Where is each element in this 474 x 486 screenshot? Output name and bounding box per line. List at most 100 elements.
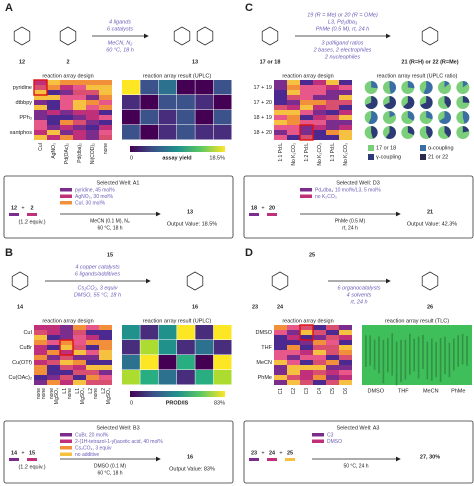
design-cell xyxy=(73,370,86,375)
result-cell xyxy=(122,340,140,355)
condition: DMSO (0.1 M) xyxy=(94,463,127,469)
structure xyxy=(173,26,191,46)
compound-label: 2 xyxy=(66,59,69,65)
design-cell xyxy=(287,95,300,100)
design-cell xyxy=(34,360,47,365)
result-cell xyxy=(122,80,140,95)
design-cell xyxy=(60,340,73,345)
design-cell xyxy=(73,365,86,370)
design-cell xyxy=(300,120,313,125)
box-title: Selected Well: B3 xyxy=(96,425,139,431)
condition: 60 °C, 18 h xyxy=(97,225,122,231)
row-label: pyridine xyxy=(13,85,32,91)
result-cell xyxy=(213,125,232,140)
condition: 19 (R = Me) or 20 (R = OMe) xyxy=(307,12,378,18)
design-cell xyxy=(34,80,47,85)
result-cell xyxy=(213,370,232,385)
design-cell xyxy=(274,335,287,340)
tlc-lane xyxy=(466,335,468,366)
result-cell xyxy=(195,95,214,110)
design-cell xyxy=(300,365,313,370)
product: 21 xyxy=(427,209,433,215)
design-cell xyxy=(99,90,112,95)
design-cell xyxy=(34,95,47,100)
pie-slice xyxy=(365,96,378,109)
condition: Cs₂CO₃, 3 equiv xyxy=(77,285,118,291)
result-cell xyxy=(140,125,159,140)
design-cell xyxy=(287,125,300,130)
compound-label: 24 xyxy=(269,450,276,456)
design-cell xyxy=(313,355,326,360)
design-cell xyxy=(60,365,73,370)
design-cell xyxy=(47,95,60,100)
pie-slice xyxy=(426,126,433,139)
design-cell xyxy=(300,340,313,345)
tlc-lane xyxy=(457,335,459,367)
column-label: C3 xyxy=(304,388,310,395)
result-cell xyxy=(122,370,140,385)
design-cell xyxy=(60,85,73,90)
design-cell xyxy=(86,345,99,350)
section-title: reaction array design xyxy=(282,73,333,79)
design-cell xyxy=(73,355,86,360)
design-cell xyxy=(339,125,352,130)
design-cell xyxy=(274,375,287,380)
design-cell xyxy=(300,360,313,365)
legend-swatch xyxy=(368,145,374,151)
design-cell xyxy=(99,95,112,100)
design-cell xyxy=(300,105,313,110)
design-cell xyxy=(34,90,47,95)
result-cell xyxy=(195,355,214,370)
pie-slice xyxy=(371,81,378,89)
result-cell xyxy=(158,125,177,140)
result-cell xyxy=(195,110,214,125)
structure xyxy=(59,26,77,46)
column-label: No K₂CO₃ xyxy=(343,143,349,166)
design-cell xyxy=(326,110,339,115)
design-cell xyxy=(86,335,99,340)
design-cell xyxy=(287,85,300,90)
selected-well xyxy=(33,79,48,96)
result-cell xyxy=(177,340,195,355)
result-cell xyxy=(195,325,214,340)
structure xyxy=(421,26,439,46)
design-cell xyxy=(313,340,326,345)
design-cell xyxy=(60,330,73,335)
design-cell xyxy=(34,325,47,330)
pie-slice xyxy=(444,96,451,108)
row-label: DMSO xyxy=(256,330,273,336)
design-cell xyxy=(287,105,300,110)
reagent: no additive xyxy=(75,452,99,458)
design-cell xyxy=(300,325,313,330)
reagent-swatch xyxy=(60,439,72,443)
condition: L3, Pd₂dba₃ xyxy=(328,19,358,25)
condition: 6 organocatalysts xyxy=(337,285,380,291)
design-cell xyxy=(300,330,313,335)
design-cell xyxy=(47,100,60,105)
design-cell xyxy=(99,130,112,135)
column-label: none xyxy=(36,388,42,399)
design-cell xyxy=(326,95,339,100)
design-cell xyxy=(287,130,300,135)
design-cell xyxy=(274,100,287,105)
reagent-swatch xyxy=(60,433,72,437)
design-cell xyxy=(60,355,73,360)
design-cell xyxy=(274,355,287,360)
design-cell xyxy=(47,115,60,120)
design-cell xyxy=(339,90,352,95)
design-cell xyxy=(300,135,313,140)
design-cell xyxy=(34,85,47,90)
result-cell xyxy=(122,110,140,125)
selection-box xyxy=(3,175,234,239)
legend-swatch xyxy=(420,145,426,151)
column-label: none xyxy=(103,143,109,154)
design-cell xyxy=(34,355,47,360)
reagent-bar xyxy=(27,213,37,216)
reagent-bar xyxy=(285,458,295,461)
design-cell xyxy=(300,125,313,130)
design-cell xyxy=(73,350,86,355)
design-cell xyxy=(274,115,287,120)
design-cell xyxy=(339,380,352,385)
design-cell xyxy=(274,365,287,370)
design-cell xyxy=(47,335,60,340)
